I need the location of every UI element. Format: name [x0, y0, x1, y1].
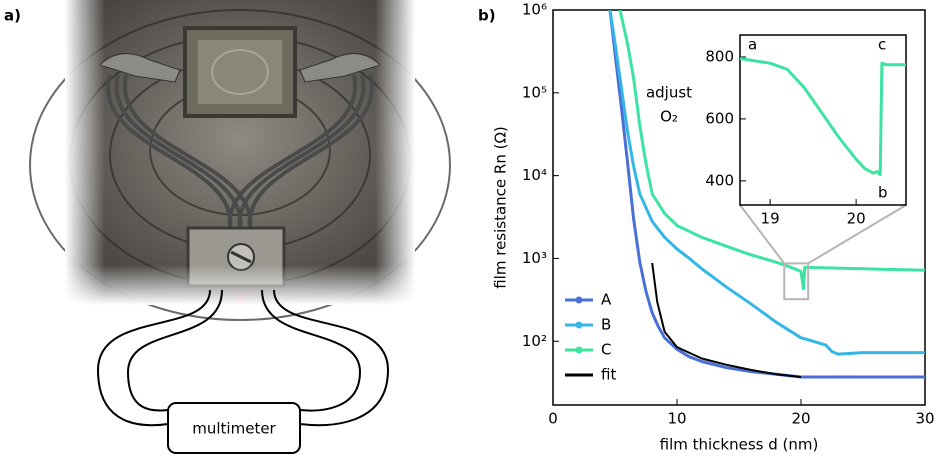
y-tick-label: 10⁶: [522, 1, 547, 19]
y-tick-label: 400: [705, 171, 734, 189]
annotation: c: [878, 36, 886, 54]
x-axis-label: film thickness d (nm): [660, 436, 819, 454]
wiring: [96, 289, 390, 427]
y-tick-label: 600: [705, 109, 734, 127]
zoom-connector: [739, 204, 786, 265]
legend-marker: [575, 346, 583, 354]
series-line: [618, 10, 925, 291]
legend-marker: [575, 321, 583, 329]
x-tick-label: 30: [915, 410, 934, 428]
y-axis-label: film resistance Rn (Ω): [492, 126, 510, 289]
x-tick-label: 19: [761, 210, 780, 228]
y-tick-label: 10³: [522, 249, 547, 267]
y-tick-label: 10⁵: [522, 83, 547, 101]
y-tick-label: 10²: [522, 332, 547, 350]
multimeter-box: [167, 402, 301, 454]
panel-label: a): [4, 7, 21, 25]
y-tick-label: 800: [705, 47, 734, 65]
multimeter-label: multimeter: [192, 420, 276, 438]
legend-label: fit: [601, 366, 616, 384]
annotation: adjust: [646, 84, 692, 102]
annotation: O₂: [660, 108, 678, 126]
x-tick-label: 20: [847, 210, 866, 228]
y-tick-label: 10⁴: [522, 166, 547, 184]
plot-lines: [608, 10, 925, 379]
x-tick-label: 10: [667, 410, 686, 428]
annotation: b: [878, 184, 888, 202]
x-tick-label: 20: [791, 410, 810, 428]
panel-label: b): [478, 7, 496, 25]
series-line: [740, 57, 906, 177]
legend-marker: [575, 296, 583, 304]
legend-label: A: [601, 291, 612, 309]
x-tick-label: 0: [548, 410, 558, 428]
legend-label: C: [601, 341, 611, 359]
photo: [29, 0, 451, 321]
series-line: [608, 10, 925, 356]
annotation: a: [748, 36, 757, 54]
legend-label: B: [601, 316, 611, 334]
series-line: [651, 262, 802, 378]
zoom-region: [783, 262, 810, 301]
zoom-connector: [807, 204, 907, 265]
plot-lines: [740, 57, 906, 177]
